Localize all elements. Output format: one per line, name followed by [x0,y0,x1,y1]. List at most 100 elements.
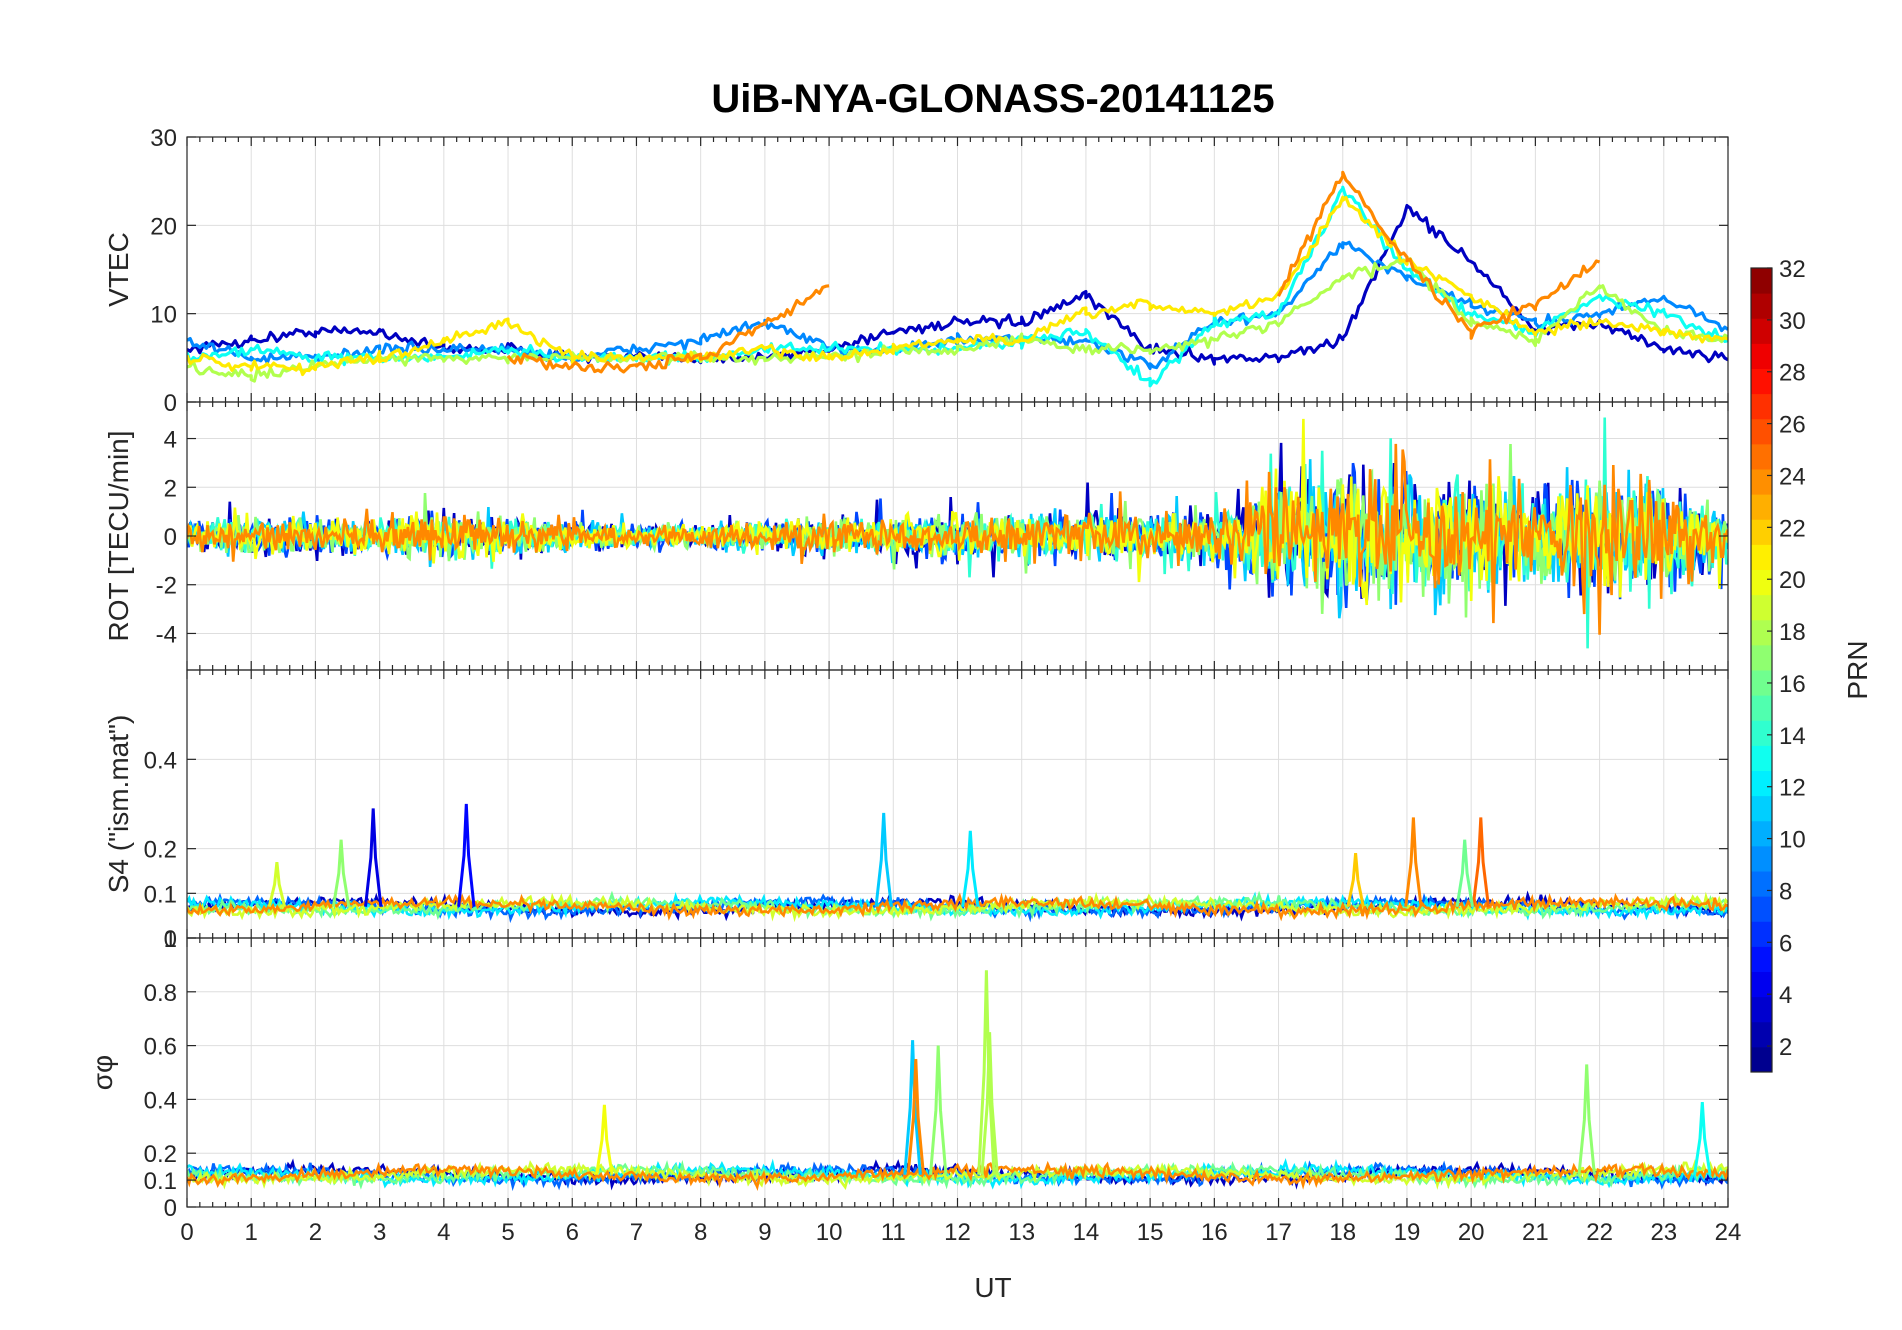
x-tick-label: 8 [694,1219,707,1246]
colorbar-tick-label: 28 [1779,360,1806,387]
colorbar-tick-label: 14 [1779,723,1806,750]
x-tick-label: 11 [881,1219,906,1246]
panel-rot: -4 -2 0 2 4 ROT [TECU/min] [103,401,1729,671]
colorbar-band [1751,293,1772,319]
colorbar-band [1751,494,1772,520]
x-tick-label: 19 [1394,1219,1421,1246]
sigma_phi-y-tick-label: 0.1 [144,1168,177,1195]
colorbar-band [1751,896,1772,922]
colorbar-band [1751,695,1772,721]
colorbar-band [1751,644,1772,671]
sigma_phi-series-prn-24 [187,1160,1728,1192]
x-tick-label: 13 [1008,1219,1035,1246]
sigma_phi-y-tick-label: 0.2 [144,1141,177,1168]
chart-title: UiB-NYA-GLONASS-20141125 [711,77,1274,121]
colorbar-band [1751,996,1772,1023]
panel-s4: 0 0.1 0.2 0.4 S4 ("ism.mat") [103,669,1729,953]
vtec-series-prn-21 [187,195,1728,377]
s4-series-prn-19 [187,891,1728,923]
s4-peak-1 [331,839,351,907]
colorbar-band [1751,745,1772,771]
x-axis-label: UT [974,1272,1011,1303]
colorbar-tick-label: 30 [1779,308,1806,335]
colorbar-tick-label: 22 [1779,515,1806,542]
x-tick-label: 4 [437,1219,450,1246]
x-tick-label: 6 [566,1219,579,1246]
colorbar-tick-label: 2 [1779,1034,1792,1061]
s4-peak-8 [1471,817,1490,907]
sigma_phi-peak-4 [980,1032,999,1175]
colorbar-band [1751,770,1772,797]
colorbar-band [1751,418,1772,445]
s4-data [187,803,1728,924]
colorbar-tick-label: 12 [1779,775,1806,802]
colorbar-band [1751,921,1772,947]
vtec-y-axis-label: VTEC [103,232,134,307]
x-tick-label: 21 [1522,1219,1549,1246]
s4-tick-marks [186,670,1729,939]
s4-y-tick-label: 0.4 [144,747,177,774]
x-tick-label: 22 [1586,1219,1613,1246]
colorbar-band [1751,1021,1772,1048]
rot-y-tick-label: -2 [156,573,177,600]
vtec-y-tick-label: 20 [150,213,177,240]
s4-y-tick-label: 0.1 [144,881,177,908]
rot-data [187,417,1728,649]
sigma_phi-y-tick-label: 1 [164,926,177,953]
x-tick-label: 3 [373,1219,386,1246]
s4-peak-2 [364,808,383,907]
vtec-series-prn-24 [506,170,1601,374]
sigma_phi-tick-marks [186,937,1729,1208]
colorbar-band [1751,1046,1772,1073]
colorbar-band [1751,720,1772,746]
s4-peak-9 [1455,839,1474,907]
colorbar-band [1751,594,1772,621]
colorbar-band [1751,443,1772,470]
x-tick-label: 9 [758,1219,771,1246]
s4-peak-7 [1404,817,1423,907]
colorbar-tick-label: 24 [1779,463,1806,490]
x-tick-label: 15 [1137,1219,1164,1246]
colorbar-band [1751,670,1772,696]
colorbar-band [1751,393,1772,420]
sigma_phi-y-tick-label: 0.8 [144,980,177,1007]
colorbar-tick-label: 8 [1779,878,1792,905]
colorbar-tick-label: 26 [1779,412,1806,439]
vtec-y-tick-label: 0 [164,390,177,417]
vtec-y-tick-label: 30 [150,125,177,152]
colorbar-band [1751,343,1772,369]
colorbar-band [1751,519,1772,545]
sigma_phi-peak-0 [903,1040,922,1175]
colorbar-band [1751,820,1772,847]
colorbar-frame [1750,267,1773,1073]
colorbar-band [1751,795,1772,822]
colorbar-tick-label: 32 [1779,256,1806,283]
s4-grid [186,670,1729,939]
sigma_phi-y-axis-label: σφ [87,1055,118,1090]
rot-y-tick-label: 0 [164,524,177,551]
colorbar-tick-label: 20 [1779,567,1806,594]
colorbar-band [1751,845,1772,872]
vtec-data [187,170,1728,388]
colorbar-band [1751,619,1772,646]
x-tick-label: 24 [1715,1219,1742,1246]
colorbar-band [1751,871,1772,897]
colorbar-band [1751,569,1772,596]
rot-y-tick-label: 4 [164,427,177,454]
colorbar-tick-label: 16 [1779,671,1806,698]
x-tick-label: 20 [1458,1219,1485,1246]
s4-y-axis-label: S4 ("ism.mat") [103,715,134,894]
vtec-series-prn-18 [187,257,1728,383]
x-tick-label: 0 [180,1219,193,1246]
x-tick-label: 7 [630,1219,643,1246]
s4-y-tick-label: 0 [164,926,177,953]
rot-tick-marks [186,402,1729,670]
rot-y-tick-label: 2 [164,475,177,502]
s4-peak-6 [1346,852,1365,907]
colorbar-tick-label: 18 [1779,619,1806,646]
